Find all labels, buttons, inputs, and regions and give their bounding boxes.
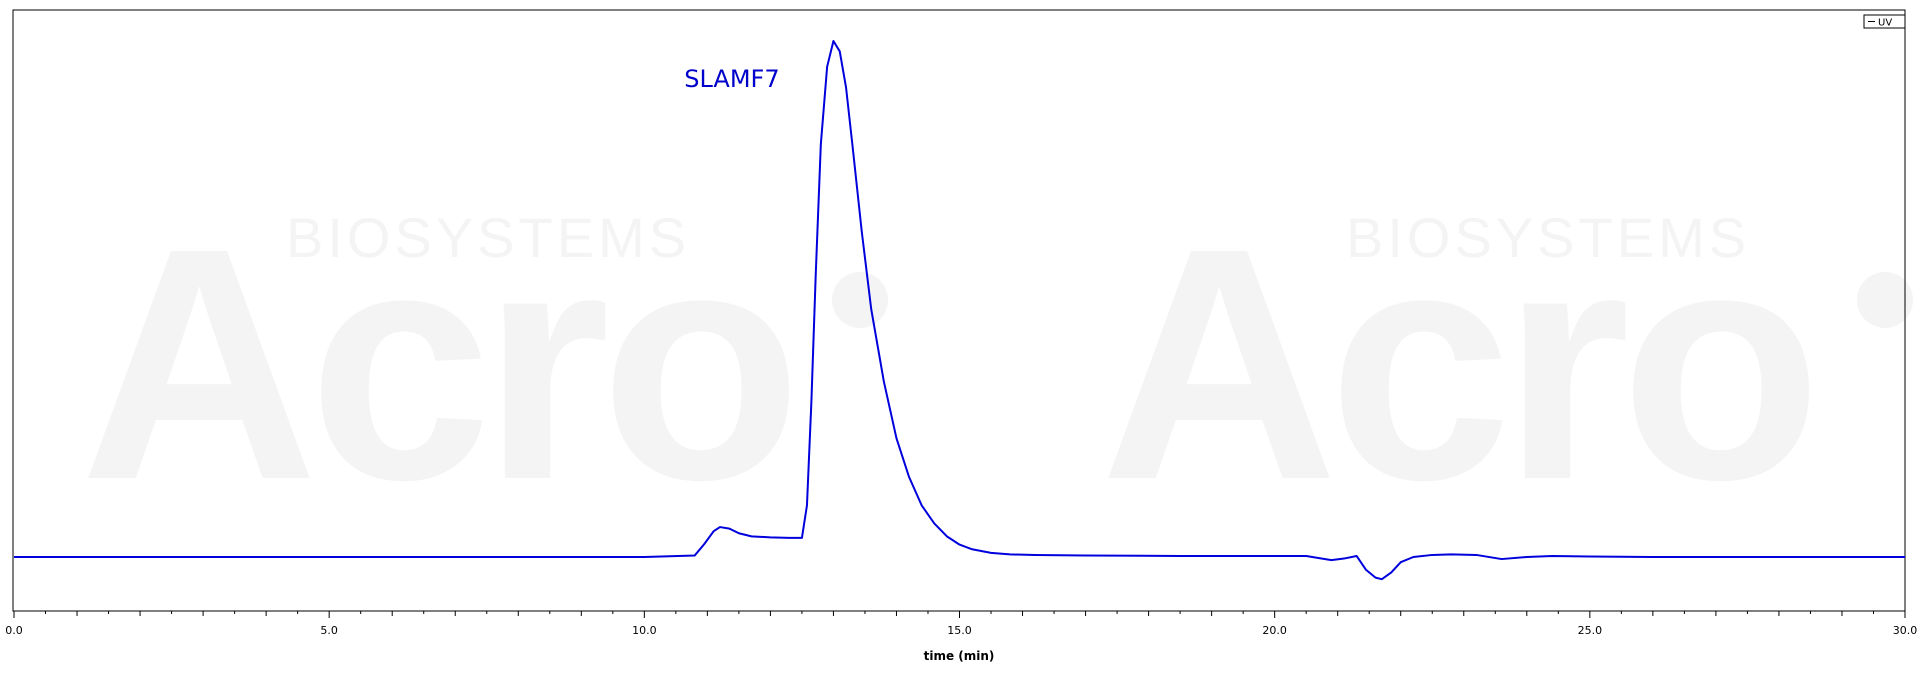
- legend-entry-uv: UV: [1878, 18, 1892, 29]
- x-tick-label: 10.0: [632, 624, 657, 637]
- x-tick-label: 20.0: [1262, 624, 1287, 637]
- watermark-wordmark-right: Acro: [1100, 179, 1812, 548]
- x-tick-label: 25.0: [1578, 624, 1603, 637]
- peak-annotation: SLAMF7: [684, 65, 779, 93]
- x-axis: 0.0 5.0 10.0 15.0 20.0 25.0 30.0: [5, 611, 1917, 637]
- x-tick-label: 0.0: [5, 624, 23, 637]
- series-line-uv: [14, 40, 1905, 581]
- watermark-logo: BIOSYSTEMS Acro BIOSYSTEMS Acro: [80, 179, 1913, 548]
- legend-box: [1863, 14, 1906, 29]
- legend[interactable]: UV: [1863, 14, 1906, 29]
- x-tick-label: 30.0: [1893, 624, 1918, 637]
- watermark-tagline-right: BIOSYSTEMS: [1346, 206, 1750, 269]
- watermark-dot-left: [832, 272, 888, 328]
- watermark-dot-right: [1857, 272, 1913, 328]
- watermark-wordmark-left: Acro: [80, 179, 792, 548]
- x-tick-label: 5.0: [320, 624, 338, 637]
- x-axis-title: time (min): [924, 649, 995, 663]
- watermark-tagline-left: BIOSYSTEMS: [286, 206, 690, 269]
- x-tick-label: 15.0: [947, 624, 972, 637]
